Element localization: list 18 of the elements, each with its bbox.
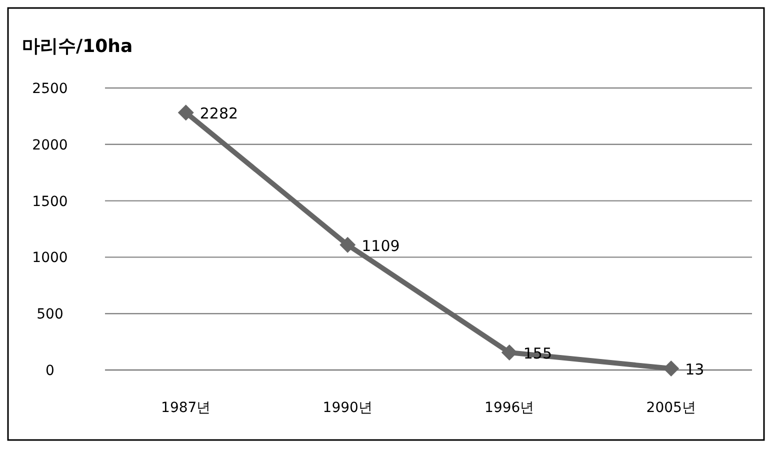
y-tick-label: 2500 bbox=[32, 81, 68, 97]
y-tick-label: 1000 bbox=[32, 250, 68, 266]
x-tick-label: 1987년 bbox=[161, 400, 211, 416]
data-label: 2282 bbox=[200, 104, 238, 123]
y-tick-label: 500 bbox=[36, 306, 64, 323]
x-tick-label: 1990년 bbox=[322, 400, 372, 416]
data-label: 1109 bbox=[362, 236, 400, 255]
data-label: 13 bbox=[685, 360, 704, 379]
point bbox=[178, 104, 194, 121]
point bbox=[663, 360, 680, 377]
chart-title: 마리수/10ha bbox=[22, 36, 133, 57]
y-tick-label: 1500 bbox=[32, 194, 68, 210]
point bbox=[340, 236, 356, 253]
x-tick-label: 2005년 bbox=[646, 400, 696, 416]
y-tick-label: 2000 bbox=[32, 137, 68, 154]
x-tick-label: 1996년 bbox=[484, 400, 534, 416]
y-tick-label: 0 bbox=[46, 363, 54, 379]
point bbox=[501, 344, 518, 361]
